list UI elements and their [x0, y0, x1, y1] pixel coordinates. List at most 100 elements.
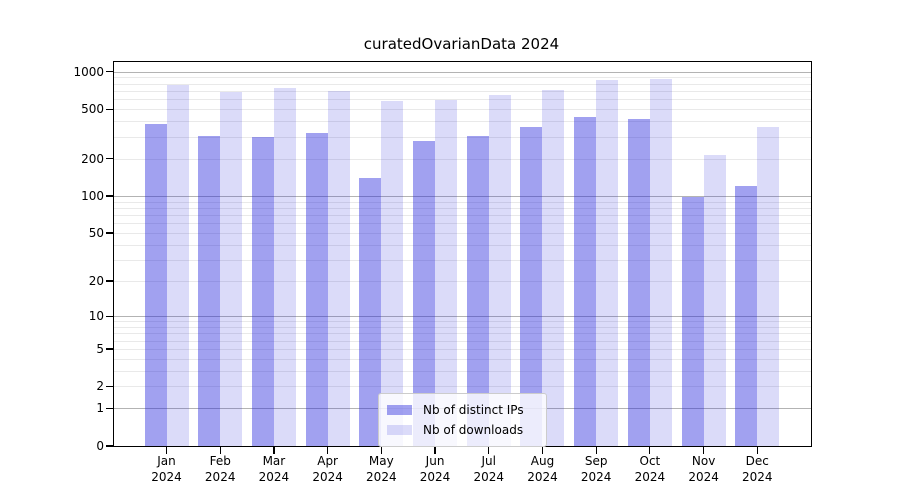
- x-tick-label-may: May 2024: [366, 454, 397, 484]
- x-tick-label-apr: Apr 2024: [312, 454, 343, 484]
- y-tick-label-1000: 1000: [73, 64, 104, 79]
- gridline-y-minor: [114, 358, 811, 360]
- bar-ips-apr: [305, 132, 328, 446]
- y-tick-label-100: 100: [81, 188, 104, 203]
- bar-downloads-jul: [488, 95, 511, 446]
- y-tick-label-5: 5: [96, 341, 104, 356]
- bar-downloads-may: [381, 101, 404, 446]
- gridline-y-minor: [114, 207, 811, 209]
- bar-ips-sep: [574, 117, 597, 446]
- gridline-y-minor: [114, 91, 811, 93]
- gridline-y-minor: [114, 121, 811, 123]
- y-tick-1: [106, 407, 113, 410]
- bar-ips-jul: [466, 135, 489, 446]
- legend-swatch-distinct-ips: [387, 405, 412, 415]
- y-tick-label-2: 2: [96, 379, 104, 394]
- bar-downloads-feb: [220, 91, 243, 446]
- bar-ips-jan: [144, 124, 167, 446]
- gridline-y-minor: [114, 99, 811, 101]
- bar-ips-dec: [735, 186, 758, 446]
- gridline-y-minor: [114, 259, 811, 261]
- x-tick-jan: [165, 447, 168, 454]
- y-tick-label-200: 200: [81, 151, 104, 166]
- y-tick-10: [106, 315, 113, 317]
- x-tick-nov: [703, 447, 705, 454]
- y-tick-1000: [106, 71, 113, 73]
- y-tick-500: [106, 108, 113, 110]
- bar-ips-aug: [520, 126, 543, 446]
- bar-ips-feb: [198, 135, 221, 446]
- bar-ips-mar: [251, 136, 274, 446]
- x-tick-label-jun: Jun 2024: [419, 454, 451, 484]
- legend: Nb of distinct IPs Nb of downloads: [378, 393, 547, 447]
- gridline-y-minor: [114, 244, 811, 246]
- x-tick-label-oct: Oct 2024: [634, 454, 666, 484]
- x-tick-feb: [219, 447, 221, 454]
- gridline-y-minor: [114, 233, 811, 234]
- x-tick-sep: [595, 447, 597, 454]
- gridline-y-minor: [114, 83, 811, 85]
- bar-downloads-oct: [649, 78, 672, 446]
- x-tick-mar: [273, 447, 275, 454]
- gridline-y-minor: [114, 386, 811, 388]
- y-tick-5: [106, 348, 113, 350]
- gridline-y-minor: [114, 321, 811, 323]
- x-tick-label-sep: Sep 2024: [580, 454, 612, 484]
- x-tick-label-jan: Jan 2024: [151, 454, 182, 484]
- bar-downloads-jun: [435, 99, 458, 446]
- x-tick-may: [380, 447, 382, 454]
- x-tick-label-aug: Aug 2024: [527, 454, 558, 484]
- legend-label-distinct-ips: Nb of distinct IPs: [423, 403, 524, 417]
- y-tick-label-50: 50: [88, 226, 104, 240]
- x-tick-label-feb: Feb 2024: [204, 454, 236, 484]
- legend-label-downloads: Nb of downloads: [423, 423, 524, 437]
- gridline-y-minor: [114, 215, 811, 217]
- gridline-y-minor: [114, 326, 811, 328]
- x-tick-label-mar: Mar 2024: [258, 454, 290, 484]
- y-tick-100: [106, 195, 113, 197]
- plot-area: Nb of distinct IPs Nb of downloads Jan 20…: [73, 61, 812, 484]
- bar-downloads-sep: [596, 79, 619, 446]
- y-tick-label-20: 20: [88, 274, 104, 289]
- bar-downloads-apr: [327, 90, 350, 446]
- y-tick-label-0: 0: [96, 439, 104, 453]
- y-tick-label-500: 500: [81, 102, 104, 117]
- bar-downloads-aug: [542, 89, 565, 446]
- chart-title: curatedOvarianData 2024: [363, 35, 560, 53]
- legend-entry-downloads: Nb of downloads: [387, 420, 537, 440]
- y-tick-200: [106, 158, 113, 160]
- y-tick-label-10: 10: [88, 309, 104, 324]
- gridline-y-minor: [114, 348, 811, 350]
- bar-downloads-jan: [166, 84, 189, 446]
- gridline-y-minor: [114, 340, 811, 342]
- x-tick-jul: [488, 447, 490, 454]
- x-tick-label-dec: Dec 2024: [742, 454, 773, 484]
- bar-downloads-dec: [757, 126, 780, 446]
- gridline-y-major: [114, 195, 811, 197]
- legend-entry-distinct-ips: Nb of distinct IPs: [387, 400, 537, 420]
- gridline-y-minor: [114, 109, 811, 111]
- gridline-y-minor: [114, 223, 811, 225]
- legend-swatch-downloads: [387, 425, 412, 435]
- gridline-y-minor: [114, 77, 811, 79]
- bar-ips-may: [359, 177, 382, 446]
- y-tick-0: [106, 445, 113, 447]
- bar-ips-jun: [413, 140, 436, 446]
- gridline-y-minor: [114, 281, 811, 283]
- gridline-y-minor: [114, 201, 811, 203]
- x-tick-label-jul: Jul 2024: [473, 454, 505, 484]
- bar-downloads-nov: [703, 154, 726, 446]
- y-tick-label-1: 1: [96, 401, 104, 416]
- y-tick-50: [106, 232, 113, 234]
- x-tick-apr: [327, 447, 329, 454]
- gridline-y-minor: [114, 333, 811, 335]
- y-tick-2: [106, 385, 113, 388]
- y-tick-20: [106, 280, 113, 282]
- gridline-y-major: [114, 316, 811, 318]
- gridline-y-minor: [114, 136, 811, 138]
- gridline-y-major: [114, 71, 811, 73]
- x-tick-label-nov: Nov 2024: [688, 454, 719, 484]
- gridline-y-minor: [114, 370, 811, 372]
- bar-ips-oct: [627, 119, 650, 446]
